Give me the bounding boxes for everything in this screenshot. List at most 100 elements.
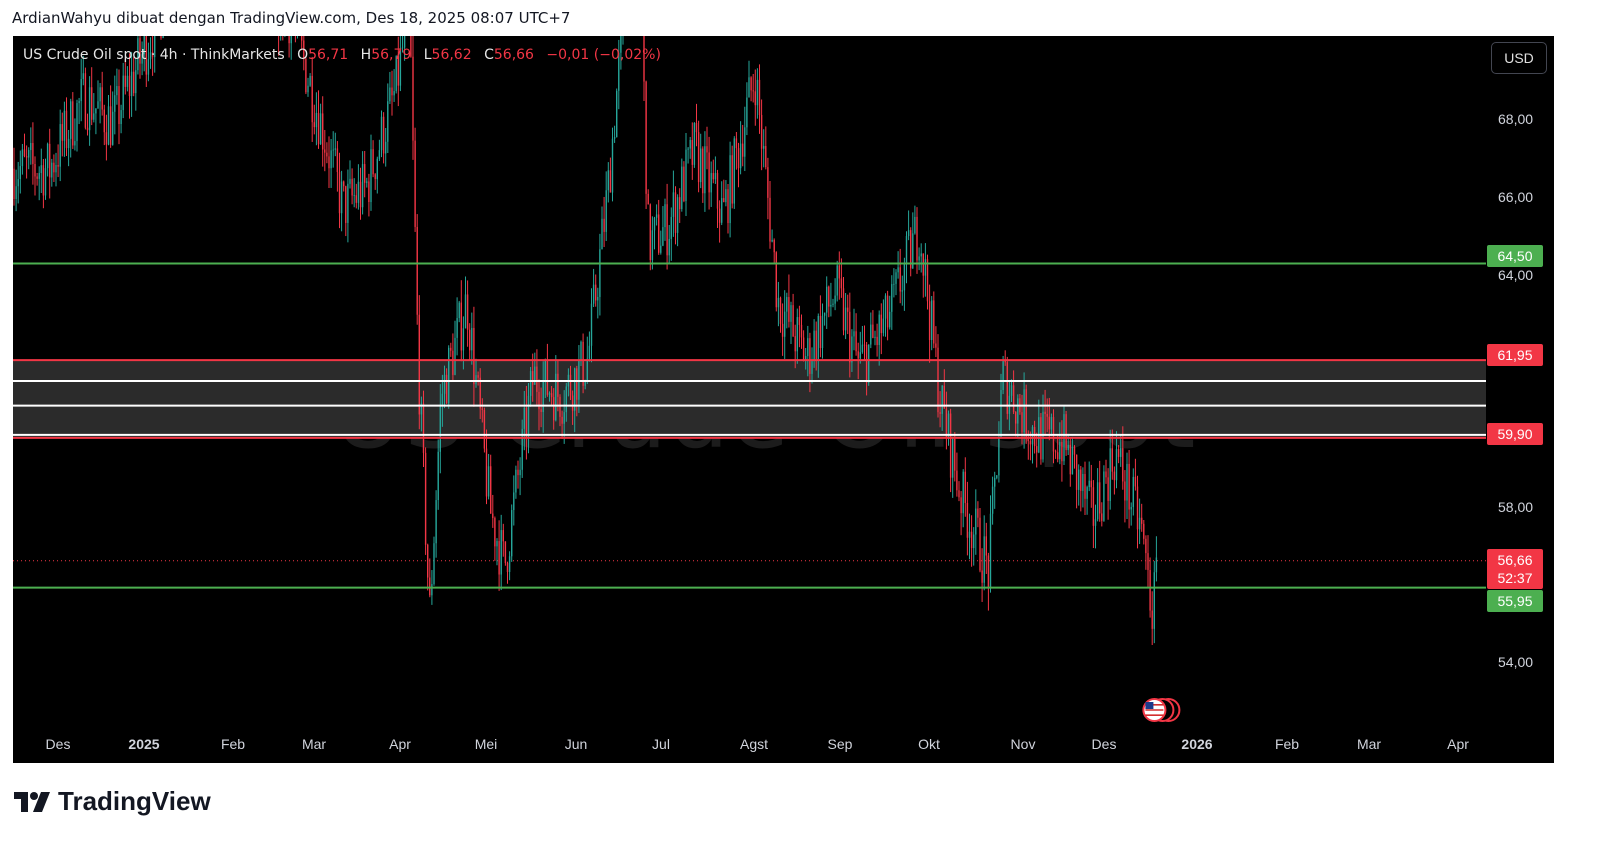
open-label: O <box>297 47 309 63</box>
candle-body <box>977 508 979 518</box>
candle-body <box>1092 487 1095 526</box>
candle-body <box>107 106 110 145</box>
candle-body <box>922 253 924 276</box>
candle-body <box>802 337 805 361</box>
candle-body <box>477 375 479 378</box>
candle-body <box>670 216 672 239</box>
candle-body <box>59 124 61 167</box>
candle-body <box>962 471 964 514</box>
candle-body <box>1004 360 1006 363</box>
candle-body <box>870 324 872 345</box>
candle-body <box>1126 463 1128 501</box>
candle-body <box>1069 444 1071 475</box>
candle-body <box>865 344 868 383</box>
x-tick-label: Nov <box>1010 736 1036 752</box>
tradingview-logo[interactable]: TradingView <box>14 786 211 817</box>
candle-body <box>910 230 912 269</box>
candle-body <box>506 562 509 572</box>
candle-body <box>361 164 364 208</box>
low-label: L <box>423 47 432 63</box>
candle-body <box>727 189 729 224</box>
candle-body <box>800 324 803 338</box>
candle-body <box>817 315 819 360</box>
candle-body <box>334 148 336 150</box>
candle-body <box>599 249 601 297</box>
candle-body <box>351 178 353 196</box>
candle-body <box>1122 448 1124 482</box>
x-tick-label: Mei <box>474 736 498 752</box>
symbol-title[interactable]: US Crude Oil spot · 4h · ThinkMarkets <box>23 47 285 63</box>
candle-body <box>72 101 74 146</box>
candle-body <box>859 352 861 359</box>
candle-body <box>777 297 780 308</box>
range-zone <box>13 360 1486 438</box>
chart-panel[interactable]: US Crude Oil spot US Crude Oil spot · 4h… <box>13 36 1554 763</box>
candle-body <box>710 173 712 193</box>
candle-body <box>664 204 666 228</box>
candle-body <box>481 408 483 410</box>
candle-body <box>844 307 847 331</box>
candle-body <box>36 176 38 179</box>
candle-body <box>13 168 15 200</box>
candle-body <box>823 312 826 316</box>
candle-body <box>742 143 744 157</box>
candle-body <box>569 374 572 396</box>
candle-body <box>1115 449 1118 481</box>
candle-body <box>458 302 460 319</box>
close-label: C <box>484 47 494 63</box>
candle-body <box>44 168 47 196</box>
y-tick-label: 64,00 <box>1498 267 1534 283</box>
candle-body <box>853 331 855 337</box>
candle-body <box>61 124 63 141</box>
candle-body <box>340 181 343 214</box>
candle-body <box>1101 513 1103 521</box>
currency-button[interactable]: USD <box>1491 42 1547 74</box>
candle-body <box>830 304 832 307</box>
candle-body <box>561 416 563 424</box>
candle-body <box>1128 463 1130 510</box>
candle-body <box>1067 444 1069 451</box>
candle-body <box>655 214 658 218</box>
candle-body <box>849 311 851 363</box>
candle-body <box>924 259 927 276</box>
candle-body <box>565 386 567 413</box>
candle-body <box>941 385 943 414</box>
candle-body <box>975 508 977 535</box>
candle-body <box>704 146 706 194</box>
candle-body <box>1023 389 1025 433</box>
candle-body <box>424 452 427 545</box>
candle-body <box>328 156 330 169</box>
candle-body <box>1084 474 1086 499</box>
x-tick-label: Mar <box>1356 736 1382 752</box>
candle-body <box>376 158 378 180</box>
candle-body <box>1086 487 1088 499</box>
candle-body <box>1132 476 1134 507</box>
candle-body <box>618 52 620 91</box>
candle-body <box>994 477 996 487</box>
candle-body <box>901 290 903 292</box>
candle-body <box>1078 469 1080 490</box>
x-tick-label: Feb <box>1274 736 1300 752</box>
candle-body <box>393 91 395 96</box>
candle-body <box>309 75 311 86</box>
candle-body <box>1080 469 1082 491</box>
price-chart-canvas[interactable] <box>13 36 1554 763</box>
candle-body <box>466 294 469 330</box>
candle-body <box>609 170 612 193</box>
candle-body <box>82 73 84 80</box>
candle-body <box>798 317 801 325</box>
candle-body <box>555 373 557 421</box>
candle-body <box>368 181 370 203</box>
candle-body <box>23 149 26 157</box>
candle-body <box>366 181 368 183</box>
candle-body <box>658 214 660 253</box>
candle-body <box>525 407 528 439</box>
candle-body <box>42 165 45 196</box>
candle-body <box>32 143 34 164</box>
candle-body <box>133 71 135 94</box>
candle-body <box>668 238 670 256</box>
candle-body <box>847 307 849 312</box>
close-value: 56,66 <box>493 47 534 63</box>
candle-body <box>580 341 582 361</box>
candle-body <box>103 109 105 133</box>
